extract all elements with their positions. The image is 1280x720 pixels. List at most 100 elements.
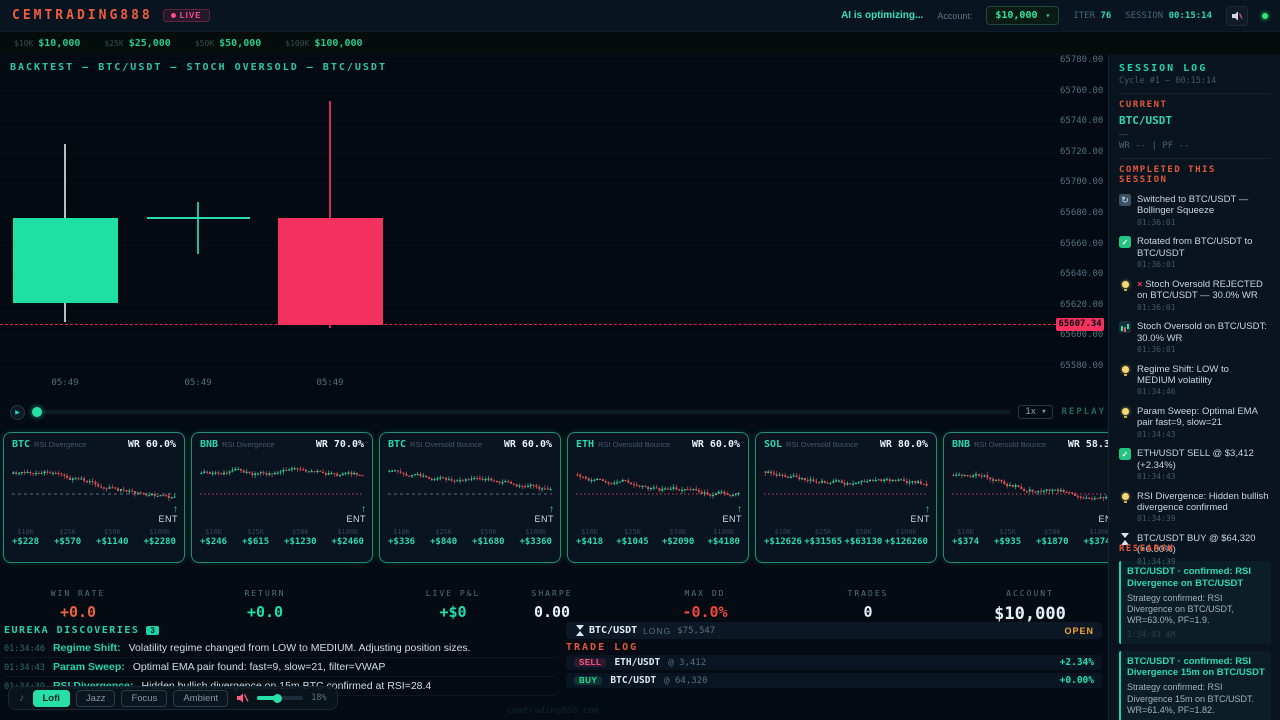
account-select-value: $10,000 xyxy=(995,10,1038,21)
research-list: BTC/USDT · confirmed: RSI Divergence on … xyxy=(1119,561,1271,720)
stat-value: 0.00 xyxy=(533,602,571,621)
strategy-sparkline xyxy=(12,469,176,501)
preset-tier-label: $100K xyxy=(285,38,310,48)
tier-label: $10K xyxy=(205,528,222,536)
main-chart[interactable]: BACKTEST — BTC/USDT — STOCH OVERSOLD — B… xyxy=(0,55,1110,400)
music-note-icon: ♪ xyxy=(19,692,25,704)
strategy-card[interactable]: BTC RSI Divergence WR 60.0% ↑ ENT $10K +$… xyxy=(3,432,185,563)
card-symbol: ETH xyxy=(576,439,595,450)
account-select[interactable]: $10,000 ▾ xyxy=(986,6,1060,25)
grid-line xyxy=(0,182,1056,184)
iteration-counter: ITER 76 xyxy=(1073,10,1112,21)
preset-amount: $25,000 xyxy=(128,37,171,49)
grid-line xyxy=(0,335,1056,337)
stat-item: WIN RATE +0.0 xyxy=(51,582,106,622)
strategy-card[interactable]: BTC RSI Oversold Bounce WR 60.0% ↑ ENT $… xyxy=(379,432,561,563)
session-log-entry: BTC/USDT BUY @ $64,320 (+0.00%) 01:34:39 xyxy=(1119,533,1270,566)
genre-button[interactable]: Focus xyxy=(121,689,168,707)
trade-row[interactable]: SELL ETH/USDT @ 3,412 +2.34% xyxy=(566,655,1102,670)
top-bar: CEMTRADING888 LIVE AI is optimizing... A… xyxy=(0,0,1280,32)
log-entry-text: Regime Shift: LOW to MEDIUM volatility 01… xyxy=(1137,364,1270,397)
research-card[interactable]: BTC/USDT · confirmed: RSI Divergence 15m… xyxy=(1119,650,1271,720)
account-preset-button[interactable]: $50K $50,000 xyxy=(191,36,265,51)
current-pair: BTC/USDT xyxy=(1119,114,1172,127)
tier-label: $10K xyxy=(581,528,598,536)
log-entry-text: × Stoch Oversold REJECTED on BTC/USDT — … xyxy=(1137,279,1270,312)
research-card[interactable]: BTC/USDT · confirmed: RSI Divergence on … xyxy=(1119,561,1271,644)
account-label: Account: xyxy=(937,10,973,21)
trade-price: @ 3,412 xyxy=(668,657,707,668)
session-log-entry: Regime Shift: LOW to MEDIUM volatility 01… xyxy=(1119,364,1270,397)
grid-line xyxy=(0,121,1056,123)
entry-arrow-icon: ↑ xyxy=(737,504,742,515)
tier-label: $50K xyxy=(669,528,687,536)
tier-label: $100K xyxy=(895,528,917,536)
trade-side-badge: BUY xyxy=(574,676,603,685)
genre-button[interactable]: Ambient xyxy=(173,689,229,707)
volume-slider[interactable] xyxy=(257,693,304,703)
speed-select[interactable]: 1x ▾ xyxy=(1018,405,1054,419)
current-stats: WR -- | PF -- xyxy=(1119,141,1190,151)
eureka-tag: Regime Shift: xyxy=(52,642,121,654)
trade-row[interactable]: BUY BTC/USDT @ 64,320 +0.00% xyxy=(566,673,1102,688)
mute-button[interactable] xyxy=(1226,5,1248,26)
account-preset-button[interactable]: $10K $10,000 xyxy=(10,36,84,51)
x-axis-tick: 05:49 xyxy=(316,378,344,388)
volume-percent: 18% xyxy=(311,693,327,703)
strategy-card[interactable]: SOL RSI Oversold Bounce WR 80.0% ↑ ENT $… xyxy=(755,432,937,563)
open-position-row[interactable]: BTC/USDT LONG $75,547 OPEN xyxy=(566,622,1102,639)
volume-knob-icon[interactable] xyxy=(273,693,283,703)
account-preset-button[interactable]: $100K $100,000 xyxy=(281,36,366,51)
genre-button[interactable]: Jazz xyxy=(75,689,116,707)
eureka-row: 01:34:43 Param Sweep: Optimal EMA pair f… xyxy=(4,658,556,677)
replay-button[interactable]: REPLAY xyxy=(1061,407,1106,417)
play-button[interactable]: ▶ xyxy=(10,404,25,420)
eureka-text: Volatility regime changed from LOW to ME… xyxy=(128,642,471,654)
session-log-entry: Param Sweep: Optimal EMA pair fast=9, sl… xyxy=(1119,406,1270,439)
session-log-entry: Switched to BTC/USDT — Bollinger Squeeze… xyxy=(1119,194,1270,227)
y-axis-tick: 65780.00 xyxy=(1060,55,1104,65)
session-log-entry: RSI Divergence: Hidden bullish divergenc… xyxy=(1119,491,1270,524)
y-axis-tick: 65760.00 xyxy=(1060,85,1104,96)
card-strategy-name: RSI Oversold Bounce xyxy=(786,440,859,449)
playback-scrubber[interactable] xyxy=(32,407,1011,417)
candle-body xyxy=(146,217,250,220)
log-entry-text: Param Sweep: Optimal EMA pair fast=9, sl… xyxy=(1137,406,1270,439)
log-entry-time: 01:36:01 xyxy=(1137,217,1176,227)
position-side: LONG xyxy=(643,625,672,636)
preset-tier-label: $10K xyxy=(14,38,34,48)
tier-profit: +$3740 xyxy=(1083,536,1116,547)
tier-profit: +$3360 xyxy=(519,536,552,547)
connection-status-dot xyxy=(1262,12,1268,19)
tier-label: $100K xyxy=(337,528,359,536)
completed-title: COMPLETED THIS SESSION xyxy=(1119,165,1216,185)
preset-tier-label: $25K xyxy=(104,38,124,48)
strategy-card[interactable]: BNB RSI Oversold Bounce WR 58.3% ↑ ENT $… xyxy=(943,432,1125,563)
card-winrate-badge: WR 60.0% xyxy=(691,439,740,450)
log-entry-icon xyxy=(1119,448,1131,461)
eureka-timestamp: 01:34:46 xyxy=(4,644,45,654)
tier-profit: +$374 xyxy=(952,536,980,547)
tier-label: $10K xyxy=(393,528,410,536)
y-axis-tick: 65640.00 xyxy=(1060,269,1104,280)
log-entry-text: Stoch Oversold on BTC/USDT: 30.0% WR 01:3… xyxy=(1137,321,1270,354)
position-status-badge: OPEN xyxy=(1064,625,1094,636)
trade-log-panel: BTC/USDT LONG $75,547 OPEN TRADE LOG SEL… xyxy=(566,622,1102,691)
strategy-card[interactable]: ETH RSI Oversold Bounce WR 60.0% ↑ ENT $… xyxy=(567,432,749,563)
tier-label: $10K xyxy=(957,528,974,536)
card-strategy-name: RSI Oversold Bounce xyxy=(410,440,483,449)
speaker-muted-icon[interactable] xyxy=(236,692,249,704)
y-axis-tick: 65700.00 xyxy=(1060,177,1104,188)
stat-label: WIN RATE xyxy=(50,589,106,598)
genre-button[interactable]: Lofi xyxy=(32,689,70,707)
grid-line xyxy=(0,366,1056,367)
account-preset-button[interactable]: $25K $25,000 xyxy=(100,36,174,51)
strategy-card[interactable]: BNB RSI Divergence WR 70.0% ↑ ENT $10K +$… xyxy=(191,432,373,563)
tier-profit: +$246 xyxy=(200,536,228,547)
log-entry-icon xyxy=(1119,364,1131,376)
divider xyxy=(1119,93,1270,94)
tier-profit: +$2460 xyxy=(331,536,364,547)
tier-label: $25K xyxy=(247,528,264,536)
scrubber-handle-icon[interactable] xyxy=(32,407,42,417)
volume-fill xyxy=(257,696,276,700)
